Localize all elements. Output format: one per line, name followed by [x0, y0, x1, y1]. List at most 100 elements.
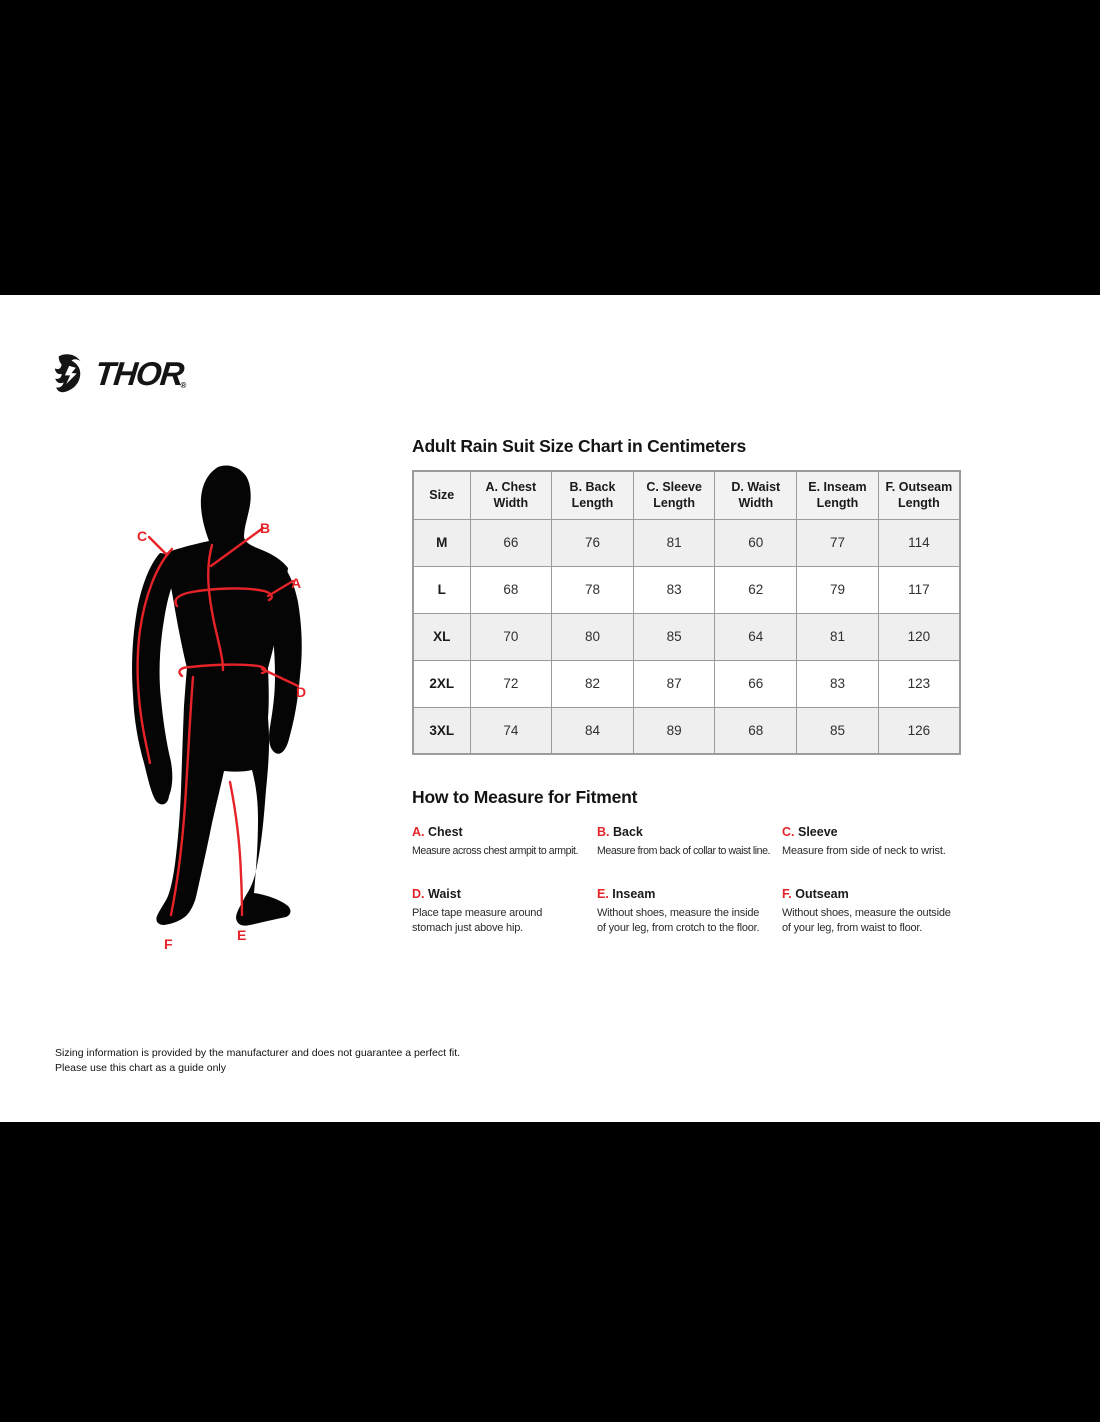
- size-chart-title: Adult Rain Suit Size Chart in Centimeter…: [412, 436, 747, 456]
- measure-item-label: D. Waist: [412, 887, 582, 901]
- value-cell: 81: [632, 518, 716, 567]
- measure-name: Outseam: [795, 886, 849, 901]
- measure-item-waist: D. Waist Place tape measure around stoma…: [412, 887, 582, 937]
- chest-pointer-line: [266, 579, 295, 598]
- value-cell: 126: [877, 706, 961, 755]
- table-row: 2XL 72 82 87 66 83 123: [412, 659, 961, 708]
- figure-label-e: E: [237, 927, 246, 943]
- sleeve-pointer-line: [147, 535, 169, 557]
- value-cell: 70: [469, 612, 553, 661]
- figure-label-b: B: [260, 520, 270, 536]
- value-cell: 85: [796, 706, 879, 755]
- measure-name: Waist: [427, 886, 461, 901]
- value-cell: 74: [469, 706, 553, 755]
- value-cell: 76: [551, 518, 634, 567]
- size-chart-table: Size A. Chest Width B. Back Length C. Sl…: [412, 470, 961, 755]
- table-row: M 66 76 81 60 77 114: [412, 518, 961, 567]
- size-cell: 3XL: [412, 706, 471, 755]
- value-cell: 83: [632, 565, 716, 614]
- value-cell: 62: [714, 565, 798, 614]
- value-cell: 89: [632, 706, 716, 755]
- disclaimer-line-1: Sizing information is provided by the ma…: [55, 1047, 461, 1059]
- measure-letter: C.: [782, 825, 795, 839]
- how-to-measure-title: How to Measure for Fitment: [412, 787, 638, 807]
- measure-grid: A. Chest Measure across chest armpit to …: [412, 825, 972, 937]
- figure-label-f: F: [164, 936, 173, 952]
- back-measure-line: [207, 543, 225, 672]
- header-row: Size A. Chest Width B. Back Length C. Sl…: [412, 470, 961, 520]
- size-cell: 2XL: [412, 659, 471, 708]
- body-silhouette: [156, 465, 291, 926]
- table-row: 3XL 74 84 89 68 85 126: [412, 706, 961, 755]
- right-arm-silhouette: [257, 556, 302, 754]
- top-black-bar: [0, 0, 1100, 295]
- measure-description: Measure from back of collar to waist lin…: [597, 845, 771, 857]
- disclaimer: Sizing information is provided by the ma…: [55, 1046, 460, 1075]
- value-cell: 64: [714, 612, 798, 661]
- measure-description: Place tape measure around stomach just a…: [412, 906, 543, 935]
- value-cell: 85: [632, 612, 716, 661]
- value-cell: 77: [796, 518, 879, 567]
- value-cell: 80: [551, 612, 634, 661]
- measure-name: Sleeve: [797, 825, 838, 839]
- sleeve-measure-line: [136, 547, 174, 765]
- table-row: L 68 78 83 62 79 117: [412, 565, 961, 614]
- measure-name: Chest: [427, 825, 463, 839]
- measure-letter: F.: [782, 886, 792, 901]
- column-header-inseam: E. Inseam Length: [796, 470, 879, 520]
- back-pointer-line: [209, 526, 265, 568]
- measure-item-sleeve: C. Sleeve Measure from side of neck to w…: [782, 825, 962, 860]
- value-cell: 82: [551, 659, 634, 708]
- thor-goat-icon: [54, 354, 81, 393]
- column-header-size: Size: [412, 470, 471, 520]
- thor-logo-text: THOR: [93, 355, 185, 392]
- measure-item-label: F. Outseam: [782, 887, 962, 901]
- value-cell: 68: [469, 565, 553, 614]
- outseam-measure-line: [169, 675, 195, 917]
- how-to-measure-section: How to Measure for Fitment A. Chest Meas…: [412, 787, 972, 937]
- column-header-waist: D. Waist Width: [714, 470, 798, 520]
- table-row: XL 70 80 85 64 81 120: [412, 612, 961, 661]
- bottom-black-bar: [0, 1122, 1100, 1422]
- measure-letter: D.: [412, 886, 425, 901]
- measure-letter: A.: [412, 825, 425, 839]
- value-cell: 79: [796, 565, 879, 614]
- measure-description: Measure across chest armpit to armpit.: [412, 845, 578, 857]
- waist-pointer-line: [260, 667, 300, 688]
- measure-name: Back: [612, 825, 643, 839]
- measure-letter: E.: [597, 886, 609, 901]
- measure-description: Without shoes, measure the outside of yo…: [782, 906, 951, 935]
- left-arm-silhouette: [132, 553, 179, 805]
- value-cell: 84: [551, 706, 634, 755]
- inseam-measure-line: [228, 780, 244, 917]
- value-cell: 87: [632, 659, 716, 708]
- figure-label-a: A: [291, 575, 301, 591]
- thor-logo: THOR ®: [53, 353, 186, 394]
- figure-label-c: C: [137, 528, 147, 544]
- measurement-figure: A B C D E F: [90, 452, 345, 957]
- measure-description: Without shoes, measure the inside of you…: [597, 906, 760, 935]
- value-cell: 114: [877, 518, 961, 567]
- measure-item-chest: A. Chest Measure across chest armpit to …: [412, 825, 582, 860]
- value-cell: 81: [796, 612, 879, 661]
- value-cell: 123: [877, 659, 961, 708]
- size-cell: M: [412, 518, 471, 567]
- value-cell: 66: [469, 518, 553, 567]
- measure-letter: B.: [597, 825, 610, 839]
- registered-mark: ®: [180, 381, 187, 390]
- column-header-outseam: F. Outseam Length: [877, 470, 961, 520]
- value-cell: 120: [877, 612, 961, 661]
- measure-item-label: B. Back: [597, 825, 767, 839]
- value-cell: 60: [714, 518, 798, 567]
- size-cell: XL: [412, 612, 471, 661]
- measure-item-back: B. Back Measure from back of collar to w…: [597, 825, 771, 860]
- column-header-chest: A. Chest Width: [469, 470, 553, 520]
- disclaimer-line-2: Please use this chart as a guide only: [55, 1061, 227, 1074]
- column-header-back: B. Back Length: [551, 470, 634, 520]
- value-cell: 78: [551, 565, 634, 614]
- value-cell: 66: [714, 659, 798, 708]
- measure-item-inseam: E. Inseam Without shoes, measure the ins…: [597, 887, 767, 937]
- column-header-sleeve: C. Sleeve Length: [632, 470, 716, 520]
- measure-item-label: A. Chest: [412, 825, 582, 839]
- figure-label-d: D: [296, 684, 306, 700]
